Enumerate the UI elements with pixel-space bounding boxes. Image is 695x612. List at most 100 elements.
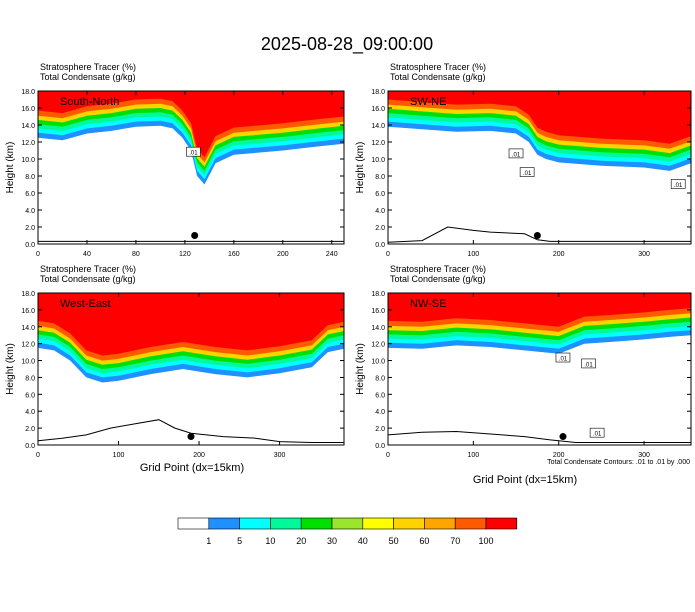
y-tick-label: 0.0 [375,242,385,249]
y-tick-label: 6.0 [375,392,385,399]
contour-tag-label: .01 [512,152,521,158]
y-tick-label: 8.0 [25,174,35,181]
x-tick-label: 160 [228,251,240,258]
plot-area [38,293,344,445]
y-tick-label: 0.0 [25,443,35,450]
plot-frame [387,90,692,245]
tracer-band-6 [388,293,691,327]
panel-tracer-label: Stratosphere Tracer (%) [40,62,136,72]
y-tick-label: 16.0 [21,308,35,315]
panel-condensate-label: Total Condensate (g/kg) [390,274,486,284]
y-tick-label: 10.0 [371,157,385,164]
x-tick-label: 240 [326,251,338,258]
colorbar-swatch [300,517,333,530]
y-tick-label: 16.0 [371,308,385,315]
colorbar-swatch [454,517,487,530]
x-axis-label-left: Grid Point (dx=15km) [140,462,244,474]
panel-nw-se: Stratosphere Tracer (%)Total Condensate … [355,264,692,459]
x-tick-label: 100 [468,452,480,459]
y-tick-label: 18.0 [371,89,385,96]
panel-west-east: Stratosphere Tracer (%)Total Condensate … [5,264,345,459]
y-tick-label: 8.0 [375,375,385,382]
panel-name: West-East [60,298,111,310]
location-marker [559,433,567,441]
y-tick-label: 18.0 [21,291,35,298]
x-tick-label: 200 [553,452,565,459]
contour-tag-box [186,146,201,157]
colorbar-swatch [393,517,425,530]
panel-name: NW-SE [410,298,446,310]
x-tick-label: 0 [386,452,390,459]
x-tick-label: 100 [468,251,480,258]
y-tick-label: 16.0 [371,106,385,113]
terrain-line [388,226,691,243]
y-tick-label: 16.0 [21,106,35,113]
tracer-band-6 [38,91,344,158]
colorbar-label: 60 [419,536,429,546]
contour-note: Total Condensate Contours: .01 to .01 by… [547,459,690,466]
y-tick-label: 0.0 [25,242,35,249]
y-tick-label: 8.0 [375,174,385,181]
y-tick-label: 2.0 [375,225,385,232]
y-tick-label: 6.0 [25,392,35,399]
contour-tag-box [670,179,686,189]
panel-condensate-label: Total Condensate (g/kg) [40,72,136,82]
contour-tag-label: .01 [559,357,568,363]
x-tick-label: 40 [83,251,91,258]
y-axis-label: Height (km) [355,142,366,194]
terrain-line [388,430,691,443]
tracer-band-6 [388,91,691,144]
x-tick-label: 0 [36,251,40,258]
y-tick-label: 12.0 [371,140,385,147]
y-axis-label: Height (km) [5,343,16,395]
x-tick-label: 0 [386,251,390,258]
y-tick-label: 10.0 [21,359,35,366]
x-tick-label: 120 [179,251,191,258]
x-tick-label: 200 [553,251,565,258]
colorbar-label: 1 [206,536,211,546]
panel-tracer-label: Stratosphere Tracer (%) [390,62,486,72]
colorbar-label: 30 [327,536,337,546]
colorbar-swatch [362,517,394,530]
y-tick-label: 14.0 [21,123,35,130]
panel-sw-ne: Stratosphere Tracer (%)Total Condensate … [355,62,692,258]
contour-tag-label: .01 [674,183,683,189]
location-marker [187,433,195,441]
colorbar-swatch [424,517,456,530]
y-tick-label: 14.0 [371,325,385,332]
colorbar-label: 50 [389,536,399,546]
plot-frame [37,90,345,245]
y-tick-label: 2.0 [25,225,35,232]
x-tick-label: 300 [638,251,650,258]
y-tick-label: 8.0 [25,375,35,382]
contour-tag-box [519,167,535,177]
y-tick-label: 0.0 [375,443,385,450]
panel-name: SW-NE [410,96,446,108]
figure-title: 2025-08-28_09:00:00 [261,34,433,55]
y-axis-label: Height (km) [355,343,366,395]
colorbar-label: 5 [237,536,242,546]
contour-tag-box [581,358,596,369]
colorbar-swatch [331,517,364,530]
plot-area: .01 .01 .01 [388,91,691,244]
y-tick-label: 4.0 [25,208,35,215]
panel-south-north: Stratosphere Tracer (%)Total Condensate … [5,62,345,258]
plot-frame [387,292,692,446]
x-tick-label: 100 [113,452,125,459]
x-tick-label: 300 [274,452,286,459]
colorbar-swatch [485,517,518,530]
colorbar-swatch [270,517,302,530]
x-tick-label: 0 [36,452,40,459]
colorbar-label: 70 [450,536,460,546]
panel-condensate-label: Total Condensate (g/kg) [390,72,486,82]
tracer-band-6 [38,293,344,356]
panel-condensate-label: Total Condensate (g/kg) [40,274,136,284]
y-tick-label: 2.0 [25,426,35,433]
contour-tag-label: .01 [189,151,198,157]
y-tick-label: 10.0 [21,157,35,164]
x-axis-label-right: Grid Point (dx=15km) [473,474,577,486]
colorbar-swatch [239,517,271,530]
y-tick-label: 6.0 [375,191,385,198]
y-tick-label: 2.0 [375,426,385,433]
